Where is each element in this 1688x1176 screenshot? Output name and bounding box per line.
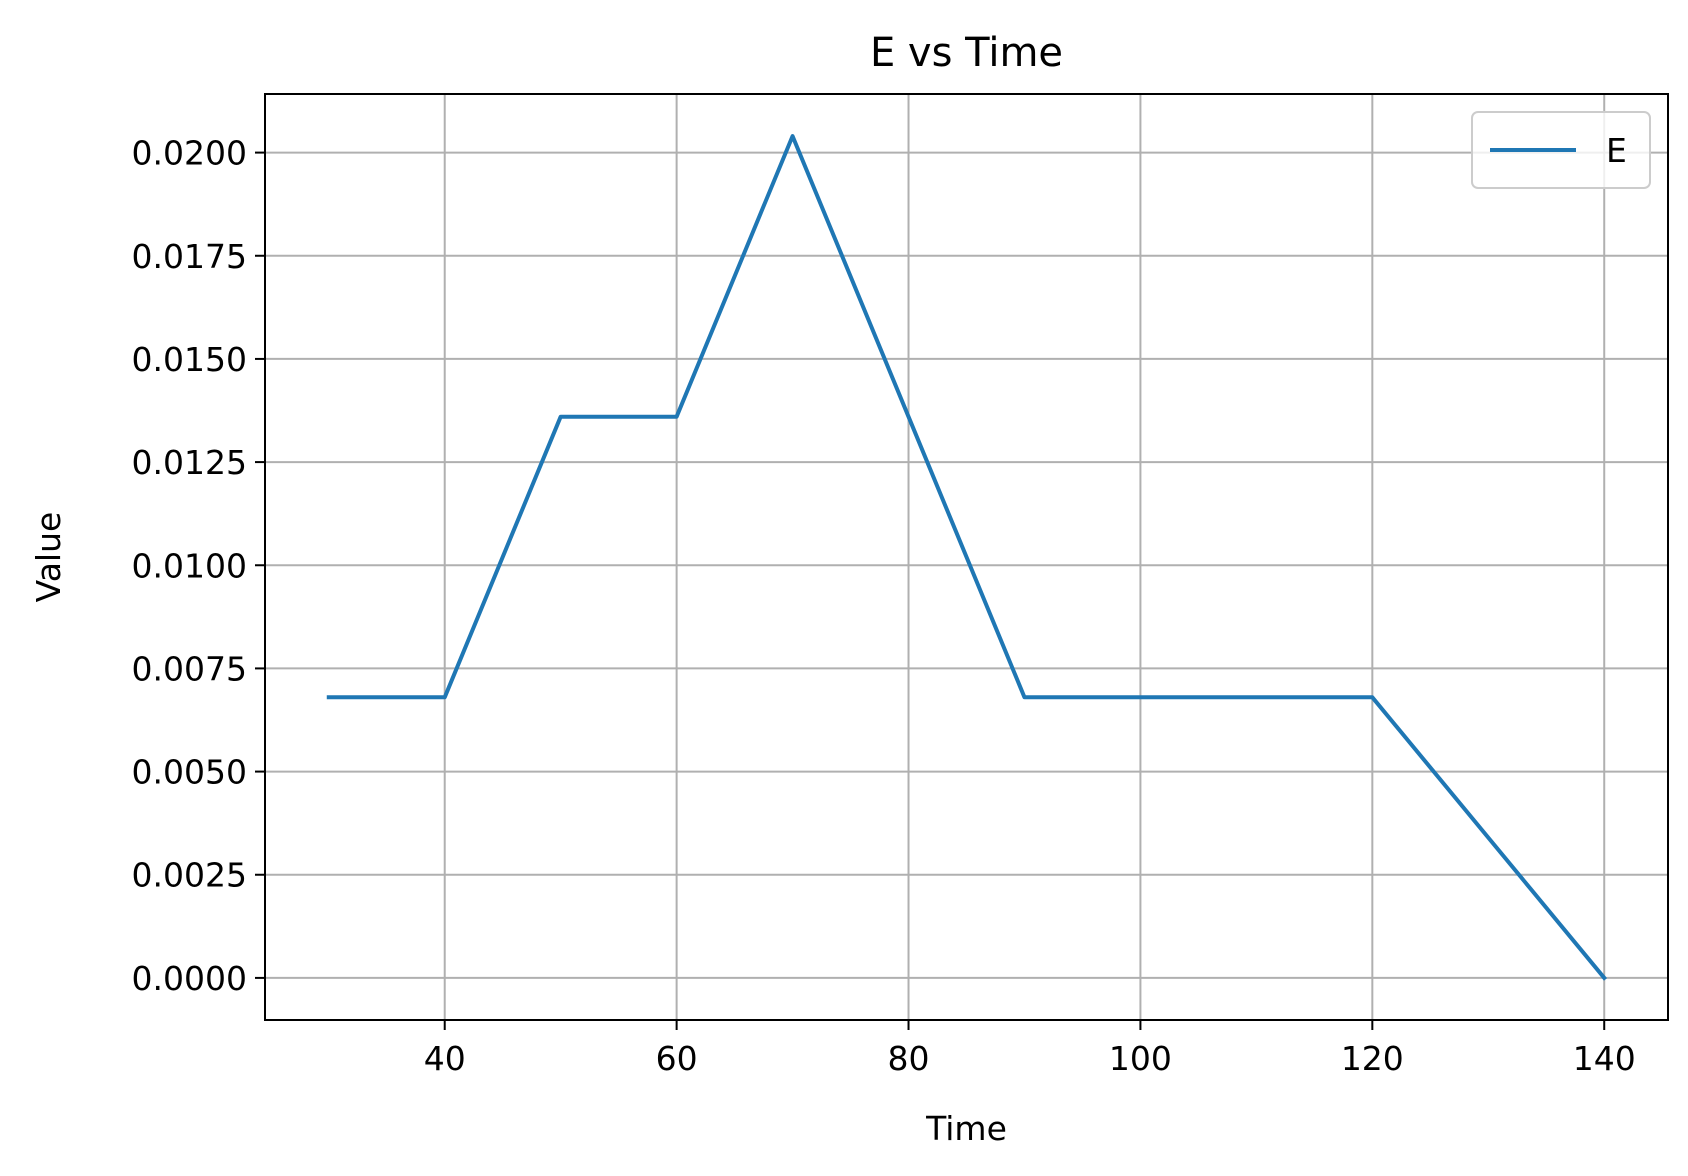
y-tick-label: 0.0050: [132, 753, 247, 792]
y-tick-label: 0.0025: [132, 856, 247, 895]
legend-label-E: E: [1606, 131, 1627, 170]
chart-title: E vs Time: [870, 30, 1063, 76]
y-tick-label: 0.0000: [132, 959, 247, 998]
x-tick-label: 40: [424, 1039, 466, 1078]
x-tick-label: 100: [1109, 1039, 1172, 1078]
x-axis-ticks: 40 60 80 100 120 140: [424, 1020, 1636, 1078]
x-tick-label: 60: [656, 1039, 698, 1078]
y-tick-label: 0.0075: [132, 649, 247, 688]
series-layer: [326, 134, 1608, 981]
y-axis-label: Value: [29, 512, 68, 603]
x-tick-label: 140: [1573, 1039, 1636, 1078]
plot-area-frame: [264, 93, 1669, 1021]
series-line-E: [326, 134, 1608, 981]
legend: E: [1471, 111, 1651, 189]
y-tick-label: 0.0175: [132, 237, 247, 276]
x-axis-label: Time: [925, 1109, 1007, 1148]
y-tick-label: 0.0100: [132, 546, 247, 585]
x-tick-label: 80: [888, 1039, 930, 1078]
x-tick-label: 120: [1341, 1039, 1404, 1078]
y-tick-label: 0.0125: [132, 443, 247, 482]
y-tick-label: 0.0200: [132, 134, 247, 173]
y-axis-ticks: 0.0000 0.0025 0.0050 0.0075 0.0100 0.0125 0.01…: [132, 134, 265, 998]
y-tick-label: 0.0150: [132, 340, 247, 379]
